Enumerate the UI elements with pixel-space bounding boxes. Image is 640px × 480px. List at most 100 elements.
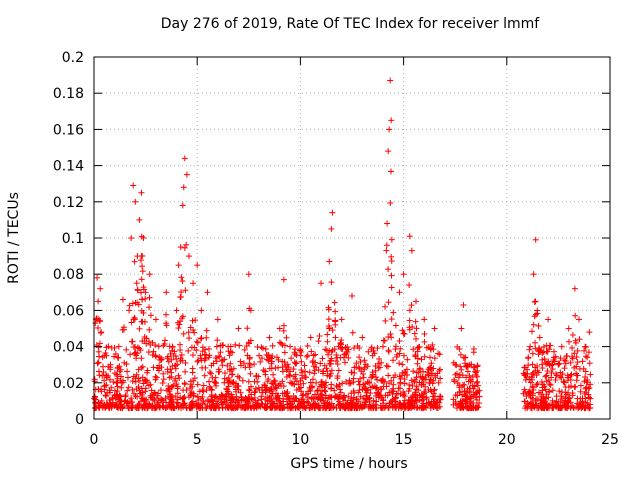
- data-point: [334, 361, 341, 368]
- data-point: [329, 327, 336, 334]
- data-point: [474, 378, 481, 385]
- data-point: [413, 386, 420, 393]
- data-point: [175, 325, 182, 332]
- data-point: [326, 258, 333, 265]
- data-point: [396, 350, 403, 357]
- data-point: [366, 402, 373, 409]
- data-point: [279, 378, 286, 385]
- data-point: [566, 394, 573, 401]
- data-point: [106, 376, 113, 383]
- data-point: [584, 379, 591, 386]
- x-tick-label: 20: [498, 432, 516, 448]
- data-point: [269, 390, 276, 397]
- data-point: [306, 384, 313, 391]
- data-point: [464, 363, 471, 370]
- data-point: [246, 305, 253, 312]
- data-point: [582, 374, 589, 381]
- data-point: [309, 357, 316, 364]
- data-point: [262, 382, 269, 389]
- data-point: [582, 353, 589, 360]
- data-point: [136, 216, 143, 223]
- data-point: [171, 348, 178, 355]
- data-point: [328, 225, 335, 232]
- data-point: [335, 367, 342, 374]
- data-point: [234, 373, 241, 380]
- data-point: [182, 287, 189, 294]
- data-point: [169, 344, 176, 351]
- data-point: [546, 342, 553, 349]
- data-point: [420, 381, 427, 388]
- data-point: [329, 209, 336, 216]
- data-point: [268, 365, 275, 372]
- data-point: [297, 384, 304, 391]
- data-point: [529, 371, 536, 378]
- data-point: [140, 286, 147, 293]
- data-point: [328, 393, 335, 400]
- data-point: [178, 289, 185, 296]
- data-point: [115, 354, 122, 361]
- data-point: [409, 398, 416, 405]
- data-point: [539, 361, 546, 368]
- data-point: [576, 336, 583, 343]
- data-point: [457, 363, 464, 370]
- data-point: [317, 391, 324, 398]
- data-point: [198, 334, 205, 341]
- data-point: [357, 393, 364, 400]
- data-point: [150, 364, 157, 371]
- data-point: [467, 378, 474, 385]
- y-tick-label: 0.18: [53, 86, 84, 102]
- data-point: [525, 354, 532, 361]
- data-point: [350, 375, 357, 382]
- data-point: [185, 347, 192, 354]
- data-point: [472, 368, 479, 375]
- data-point: [181, 155, 188, 162]
- data-point: [531, 298, 538, 305]
- data-point: [377, 386, 384, 393]
- data-point: [130, 373, 137, 380]
- data-point: [298, 358, 305, 365]
- data-point: [435, 379, 442, 386]
- data-point: [388, 236, 395, 243]
- data-point: [392, 322, 399, 329]
- data-point: [167, 402, 174, 409]
- data-point: [570, 404, 577, 411]
- data-point: [569, 331, 576, 338]
- data-point: [361, 364, 368, 371]
- data-point: [404, 356, 411, 363]
- data-point: [134, 286, 141, 293]
- data-point: [378, 359, 385, 366]
- data-point: [111, 392, 118, 399]
- data-point: [332, 308, 339, 315]
- data-point: [409, 382, 416, 389]
- data-point: [401, 397, 408, 404]
- data-point: [464, 385, 471, 392]
- data-point: [586, 360, 593, 367]
- data-point: [199, 344, 206, 351]
- data-point: [155, 343, 162, 350]
- y-tick-label: 0.06: [53, 303, 84, 319]
- data-point: [242, 402, 249, 409]
- data-point: [177, 244, 184, 251]
- data-point: [390, 381, 397, 388]
- data-point: [535, 348, 542, 355]
- data-point: [173, 356, 180, 363]
- data-point: [189, 352, 196, 359]
- data-point: [193, 400, 200, 407]
- data-point: [566, 338, 573, 345]
- x-tick-label: 15: [395, 432, 413, 448]
- data-point: [253, 372, 260, 379]
- data-point: [114, 388, 121, 395]
- data-point: [331, 387, 338, 394]
- data-point: [142, 295, 149, 302]
- data-point: [339, 395, 346, 402]
- data-point: [340, 354, 347, 361]
- data-point: [212, 354, 219, 361]
- data-point: [157, 395, 164, 402]
- data-point: [549, 387, 556, 394]
- data-point: [164, 368, 171, 375]
- data-point: [557, 399, 564, 406]
- data-point: [396, 289, 403, 296]
- data-point: [556, 388, 563, 395]
- data-point: [138, 276, 145, 283]
- data-point: [301, 404, 308, 411]
